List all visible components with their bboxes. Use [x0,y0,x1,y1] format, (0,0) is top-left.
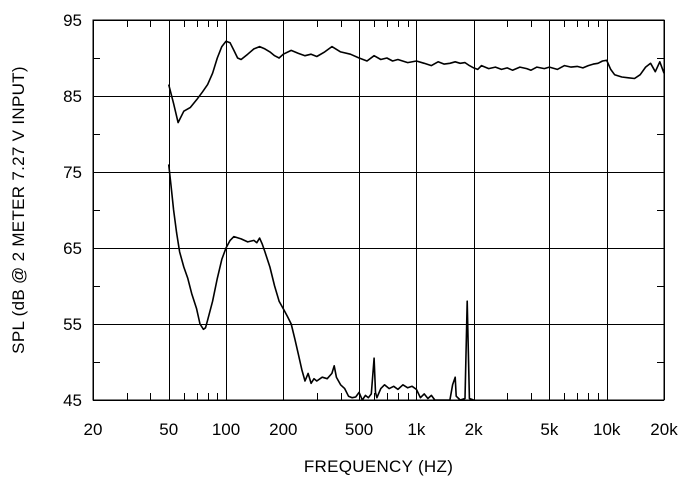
gridlines [93,20,665,401]
x-axis-tick-labels: 20 50 100 200 500 1k 2k 5k 10k 20k [84,420,679,439]
x-tick-label: 100 [212,420,240,439]
y-axis-title: SPL (dB @ 2 METER 7.27 V INPUT) [9,66,28,354]
y-tick-label: 85 [63,87,82,106]
y-tick-label: 75 [63,163,82,182]
plot-frame [92,19,665,401]
x-tick-label: 20k [650,420,678,439]
x-axis-title: FREQUENCY (HZ) [304,457,453,476]
x-tick-label: 500 [345,420,373,439]
y-tick-label: 55 [63,315,82,334]
x-tick-label: 50 [159,420,178,439]
y-axis-tick-labels: 45 55 65 75 85 95 [63,11,82,410]
x-tick-label: 200 [269,420,297,439]
y-tick-label: 95 [63,11,82,30]
x-tick-label: 2k [465,420,483,439]
x-tick-label: 1k [407,420,425,439]
x-tick-label: 20 [84,420,103,439]
x-tick-label: 5k [540,420,558,439]
y-tick-label: 45 [63,391,82,410]
x-tick-label: 10k [593,420,621,439]
series-line-2 [167,164,474,401]
y-tick-label: 65 [63,239,82,258]
plot-series [167,40,665,401]
series-line-1 [167,40,665,124]
